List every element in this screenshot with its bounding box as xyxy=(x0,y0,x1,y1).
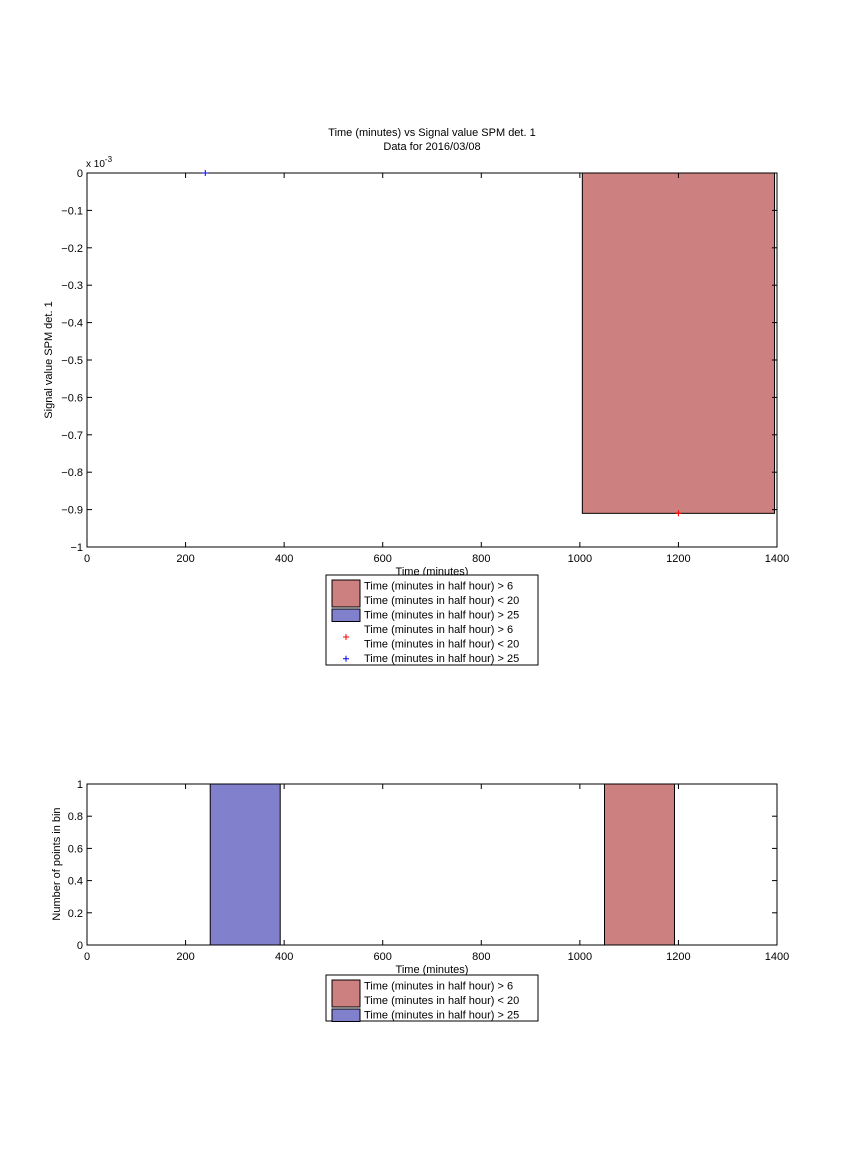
legend-swatch xyxy=(331,1008,361,1022)
y-axis-label: Number of points in bin xyxy=(51,807,63,920)
chart-title: Time (minutes) vs Signal value SPM det. … xyxy=(328,127,535,139)
y-tick-label: 0.4 xyxy=(68,876,83,888)
y-tick-label: 0.6 xyxy=(68,843,83,855)
x-tick-label: 400 xyxy=(275,951,293,963)
x-tick-label: 800 xyxy=(472,553,490,565)
x-tick-label: 1000 xyxy=(568,951,592,963)
x-tick-label: 0 xyxy=(84,553,90,565)
x-axis-label: Time (minutes) xyxy=(396,964,469,976)
y-tick-label: −0.6 xyxy=(61,392,83,404)
legend-label: Time (minutes in half hour) < 20 xyxy=(364,595,519,607)
bar xyxy=(209,783,281,946)
legend-swatch xyxy=(331,979,361,1008)
y-tick-label: −0.8 xyxy=(61,467,83,479)
data-point-marker xyxy=(675,510,682,517)
x-tick-label: 200 xyxy=(176,553,194,565)
legend-box xyxy=(325,574,539,666)
y-tick-label: 0 xyxy=(77,168,83,180)
x-tick-label: 1200 xyxy=(666,553,690,565)
histogram-legend: Time (minutes in half hour) > 6 Time (min… xyxy=(325,974,539,1022)
legend-label: Time (minutes in half hour) > 6 xyxy=(364,581,513,593)
signal-plot-area: 0 200 400 600 800 1000 1200 1400 0 −0.1 −0.2 −0.3 −0… xyxy=(61,168,789,565)
x-tick-label: 800 xyxy=(472,951,490,963)
legend-box xyxy=(325,974,539,1022)
bar xyxy=(604,783,675,946)
y-tick-label: 0 xyxy=(77,940,83,952)
x-tick-label: 1000 xyxy=(568,553,592,565)
legend-swatch xyxy=(331,608,361,622)
legend-label: Time (minutes in half hour) > 25 xyxy=(364,1010,519,1022)
y-tick-label: 0.8 xyxy=(68,811,83,823)
legend-label: Time (minutes in half hour) > 25 xyxy=(364,653,519,665)
y-exponent-base: x 10 xyxy=(86,159,105,170)
x-tick-label: 400 xyxy=(275,553,293,565)
x-tick-label: 600 xyxy=(374,553,392,565)
legend-label: Time (minutes in half hour) > 6 xyxy=(364,981,513,993)
y-tick-label: −0.5 xyxy=(61,355,83,367)
chart-subtitle: Data for 2016/03/08 xyxy=(383,141,480,153)
x-tick-label: 200 xyxy=(176,951,194,963)
y-tick-label: −0.1 xyxy=(61,205,83,217)
y-exponent-label: x 10-3 xyxy=(86,155,113,170)
y-tick-label: −0.9 xyxy=(61,505,83,517)
x-tick-label: 1400 xyxy=(765,951,789,963)
signal-chart: Time (minutes) vs Signal value SPM det. … xyxy=(43,127,789,666)
y-tick-label: 1 xyxy=(77,779,83,791)
legend-label: Time (minutes in half hour) < 20 xyxy=(364,639,519,651)
x-tick-label: 0 xyxy=(84,951,90,963)
bar xyxy=(581,172,776,514)
histogram-chart: Time (minutes) Number of points in bin 0… xyxy=(51,779,789,1022)
histogram-plot-area: 0 200 400 600 800 1000 1200 1400 0 0.2 0.4 0.6 0.8 1 xyxy=(68,779,790,963)
x-tick-label: 1400 xyxy=(765,553,789,565)
y-exponent-power: -3 xyxy=(105,155,113,164)
legend-swatch xyxy=(331,579,361,608)
signal-legend: Time (minutes in half hour) > 6 Time (min… xyxy=(325,574,539,666)
y-tick-label: −0.7 xyxy=(61,430,83,442)
y-tick-label: −0.2 xyxy=(61,243,83,255)
y-tick-label: −0.3 xyxy=(61,280,83,292)
legend-marker xyxy=(343,655,349,662)
x-tick-label: 1200 xyxy=(666,951,690,963)
x-tick-label: 600 xyxy=(374,951,392,963)
y-axis-label: Signal value SPM det. 1 xyxy=(43,301,55,418)
legend-label: Time (minutes in half hour) > 25 xyxy=(364,610,519,622)
axes-frame xyxy=(86,783,778,946)
legend-label: Time (minutes in half hour) < 20 xyxy=(364,995,519,1007)
y-tick-label: −0.4 xyxy=(61,318,83,330)
legend-label: Time (minutes in half hour) > 6 xyxy=(364,624,513,636)
legend-marker xyxy=(343,634,349,640)
data-point-marker xyxy=(202,170,209,176)
y-tick-label: −1 xyxy=(70,542,83,554)
y-tick-label: 0.2 xyxy=(68,908,83,920)
